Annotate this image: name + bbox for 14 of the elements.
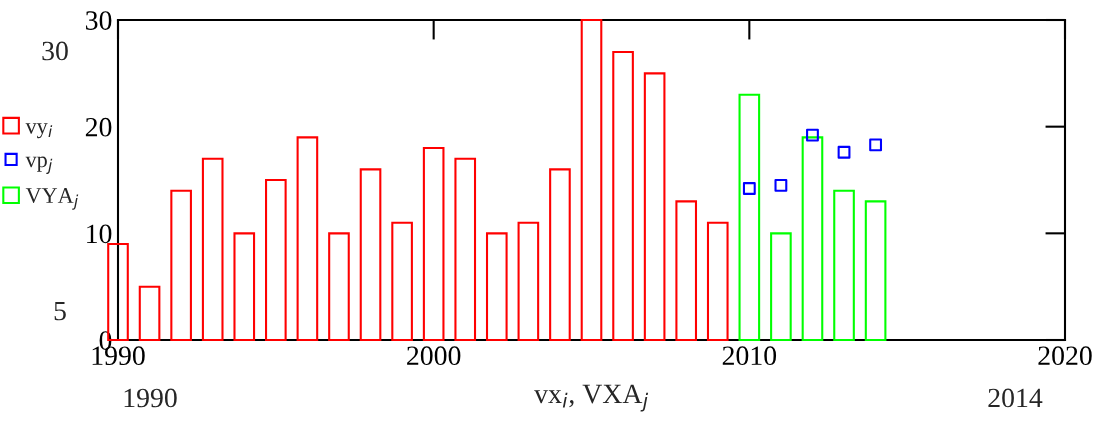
- text: 30: [42, 41, 68, 61]
- text: 2014: [988, 388, 1043, 408]
- x-axis-title: vx$_{i}$, VXA$_{j}$: [534, 384, 649, 412]
- text: 1990: [124, 388, 177, 408]
- legend-label: vy$_{i}$: [25, 123, 53, 139]
- y-tick-label: 10: [87, 224, 112, 244]
- y-tick-label: 30: [85, 11, 112, 30]
- text: 5: [54, 301, 66, 321]
- x-tick-label: 2010: [722, 346, 777, 366]
- y-tick-label: 20: [85, 117, 112, 137]
- x-tick-label: 2000: [407, 346, 461, 366]
- legend-label: vp$_{j}$: [25, 156, 53, 174]
- legend-label: VYA$_{j}$: [25, 188, 79, 210]
- x-tick-label: 2020: [1038, 346, 1092, 366]
